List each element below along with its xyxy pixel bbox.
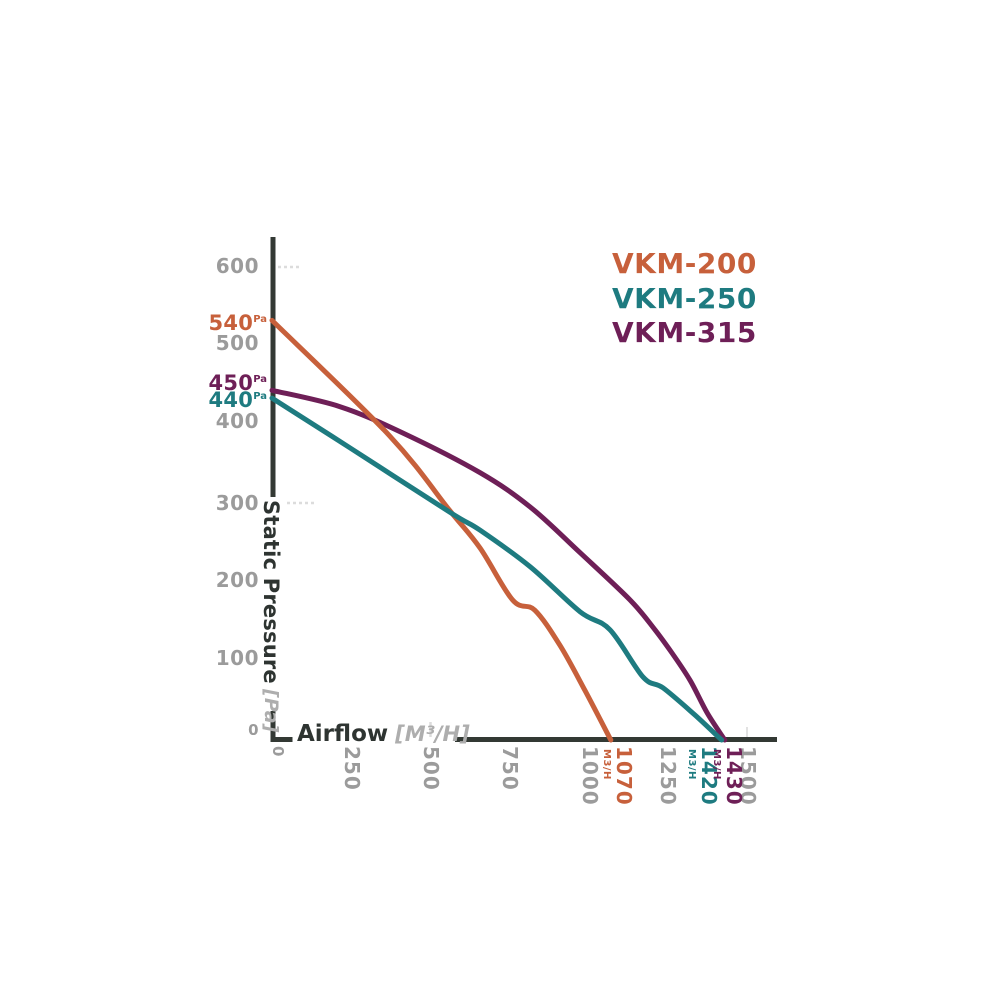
- x-tick-1000: 1000: [578, 746, 602, 806]
- y-tick-500: 500: [215, 331, 259, 355]
- y-tick-600: 600: [215, 254, 259, 278]
- legend-item-vkm-315: VKM-315: [612, 316, 757, 349]
- x-mark-value: 1070: [612, 746, 636, 806]
- x-mark-value: 1420: [697, 746, 721, 806]
- y-mark-vkm-200-540pa: 540Pa: [177, 311, 267, 335]
- legend-item-vkm-200: VKM-200: [612, 247, 757, 280]
- x-axis-title: Airflow [M³/H]: [297, 721, 470, 747]
- y-mark-unit: Pa: [253, 314, 267, 325]
- x-mark-unit: M3/H: [711, 749, 722, 780]
- x-mark-vkm-250-1420: 1420 M3/H: [686, 746, 721, 806]
- y-tick-300: 300: [215, 491, 259, 515]
- x-mark-vkm-315-1430: 1430 M3/H: [711, 746, 746, 806]
- x-tick-250: 250: [340, 746, 364, 791]
- x-mark-unit: M3/H: [686, 749, 697, 780]
- y-mark-unit: Pa: [253, 391, 267, 402]
- y-mark-vkm-250-440pa: 440Pa: [177, 388, 267, 412]
- y-axis-title: Static Pressure [Pa]: [259, 500, 283, 733]
- y-tick-200: 200: [215, 568, 259, 592]
- y-mark-vkm-315-450pa: 450Pa: [177, 371, 267, 395]
- x-axis-title-text: Airflow: [297, 721, 389, 747]
- y-axis-bottom-stub: [270, 711, 276, 742]
- curve-vkm-315: [269, 387, 728, 743]
- y-mark-value: 440: [208, 388, 254, 412]
- y-mark-unit: Pa: [253, 374, 267, 385]
- y-tick-0: 0: [248, 721, 259, 739]
- axis-lines: [270, 237, 777, 742]
- x-tick-750: 750: [498, 746, 522, 791]
- x-mark-unit: M3/H: [601, 749, 612, 780]
- x-tick-1250: 1250: [656, 746, 680, 806]
- y-tick-400: 400: [215, 409, 259, 433]
- x-tick-1500: 1500: [736, 746, 760, 806]
- y-axis-line: [270, 237, 276, 497]
- y-axis-title-text: Static Pressure: [259, 500, 283, 684]
- y-mark-value: 450: [208, 371, 254, 395]
- y-axis-unit: [Pa]: [260, 688, 282, 733]
- x-tick-500: 500: [419, 746, 443, 791]
- x-tick-0: 0: [269, 746, 287, 758]
- legend-item-vkm-250: VKM-250: [612, 282, 757, 315]
- x-mark-vkm-200-1070: 1070 M3/H: [601, 746, 636, 806]
- axis-origin-foot: [270, 737, 293, 742]
- y-tick-100: 100: [215, 646, 259, 670]
- x-axis-line: [455, 737, 777, 742]
- x-mark-value: 1430: [722, 746, 746, 806]
- y-mark-value: 540: [208, 311, 254, 335]
- fan-curves: [269, 317, 728, 743]
- curve-vkm-250: [269, 395, 725, 743]
- x-axis-unit: [M³/H]: [395, 722, 470, 746]
- curve-vkm-200: [269, 317, 614, 743]
